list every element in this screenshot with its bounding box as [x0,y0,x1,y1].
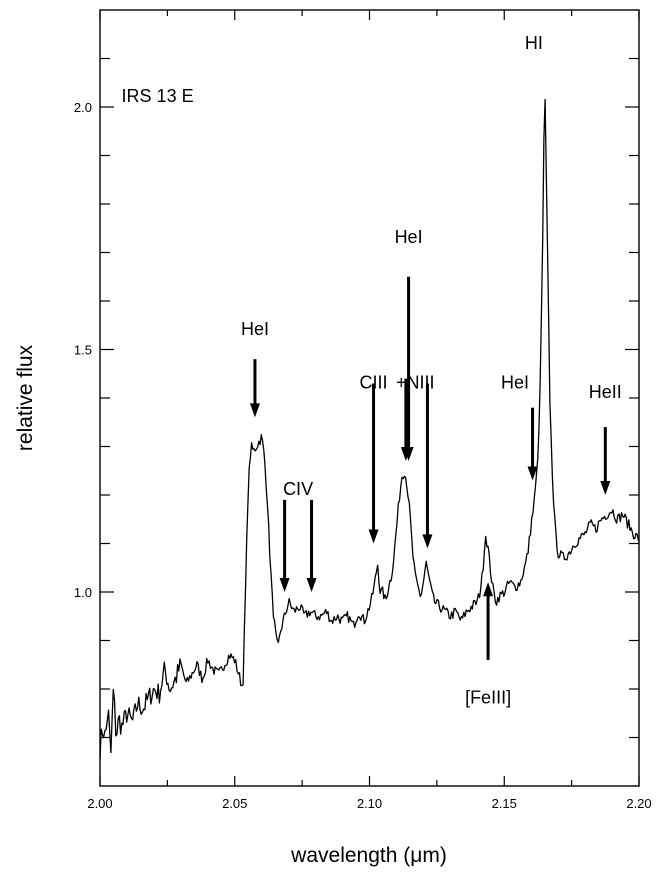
annotation-arrowhead [279,578,290,592]
annotation-label: IRS 13 E [122,86,194,106]
annotation-label: HeI [395,227,423,247]
x-axis-label: wavelength (μm) [290,844,447,867]
annotation-label: HeI [241,319,269,339]
y-tick-label: 1.5 [74,343,92,358]
x-tick-label: 2.05 [222,796,247,811]
annotation-arrowhead [306,578,317,592]
y-axis-label: relative flux [14,344,37,451]
tick-labels: 2.00 2.05 2.10 2.15 2.20 1.0 1.5 2.0 [74,100,652,811]
x-tick-label: 2.15 [492,796,517,811]
annotation-label: HeI [501,372,529,392]
x-tick-label: 2.00 [87,796,112,811]
x-tick-label: 2.20 [626,796,651,811]
annotation-label: CIV [283,479,313,499]
annotation-arrowhead [483,582,494,597]
annotation-arrowhead [249,403,260,418]
annotation-label: HeII [589,382,622,402]
y-tick-label: 1.0 [74,585,92,600]
annotation-arrowhead [422,534,433,549]
annotation-arrowhead [527,466,538,481]
annotation-label: [FeIII] [465,688,511,708]
x-tick-label: 2.10 [357,796,382,811]
plot-frame [99,9,640,787]
spectrum-line [99,98,640,759]
annotation-arrowhead [600,481,611,495]
annotation-label: CIII [360,372,388,392]
annotation-label: HI [525,33,543,53]
annotation-arrowhead [368,529,379,544]
y-tick-label: 2.0 [74,100,92,115]
tick-marks [99,10,640,786]
annotation-arrowhead [400,447,411,462]
